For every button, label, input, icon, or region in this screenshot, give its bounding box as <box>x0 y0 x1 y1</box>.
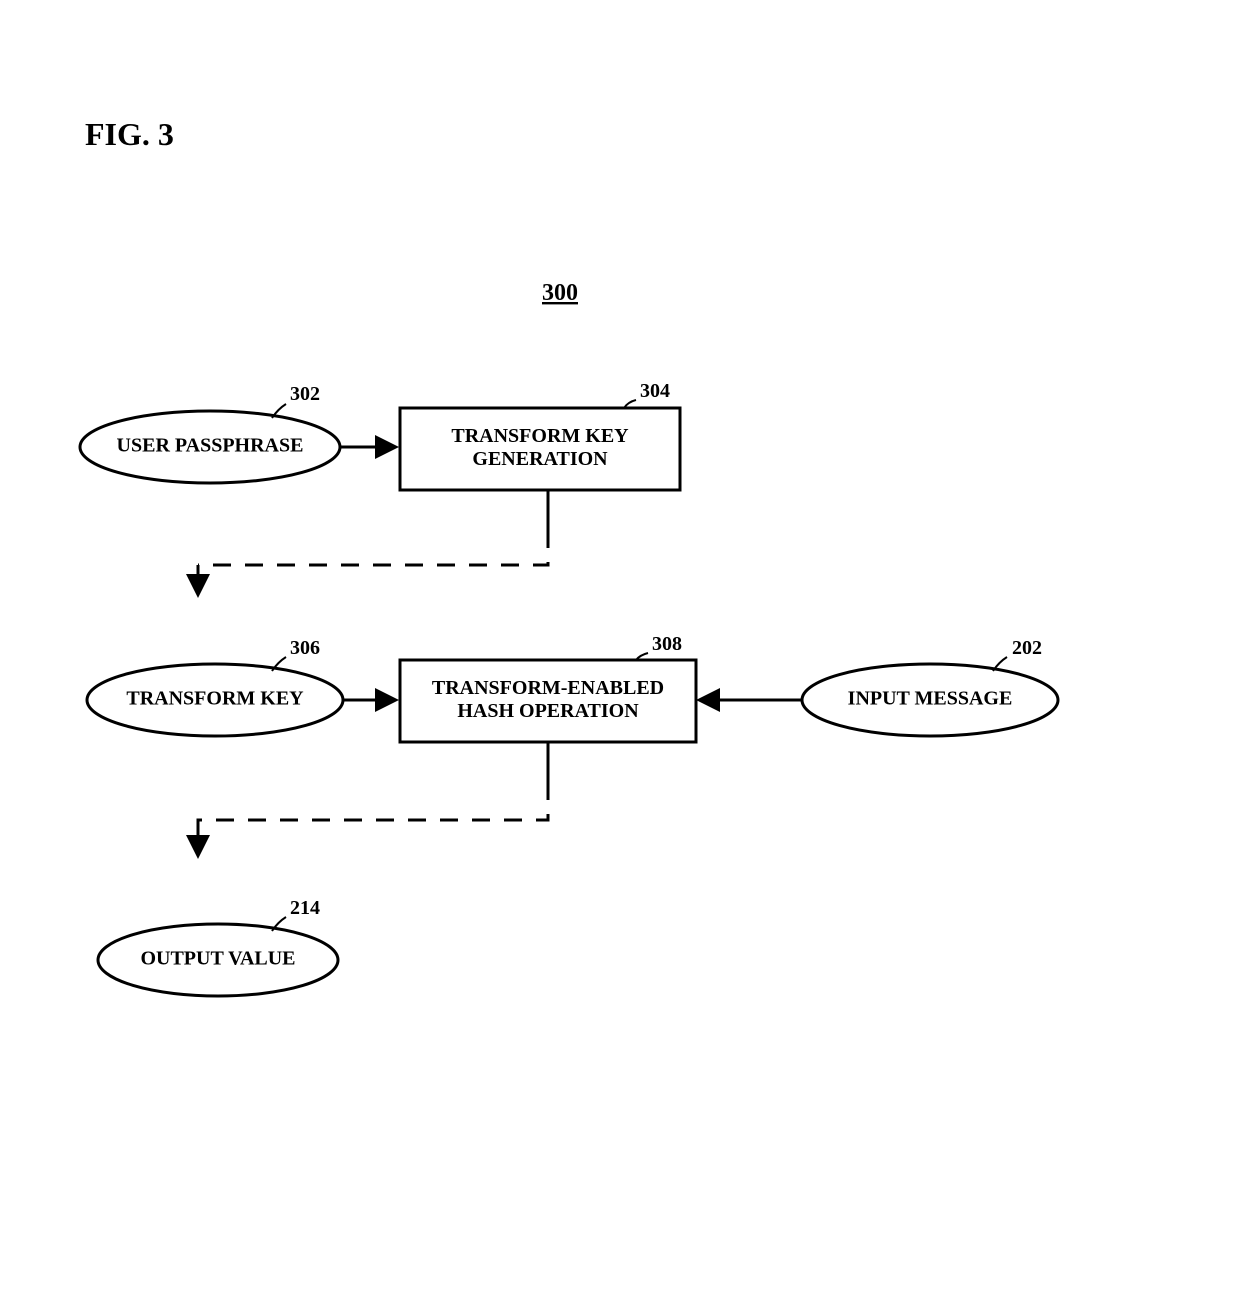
ref-label-308: 308 <box>652 633 682 655</box>
ref-label-214: 214 <box>290 897 320 919</box>
node-hash-op: TRANSFORM-ENABLEDHASH OPERATION <box>400 660 696 742</box>
node-label: TRANSFORM-ENABLED <box>432 677 664 699</box>
node-label: INPUT MESSAGE <box>848 688 1013 710</box>
figure-number: 300 <box>542 280 578 306</box>
node-label: HASH OPERATION <box>457 700 639 722</box>
figure-title: FIG. 3 <box>85 116 174 152</box>
node-transform-key-gen: TRANSFORM KEYGENERATION <box>400 408 680 490</box>
ref-label-302: 302 <box>290 383 320 405</box>
node-label: TRANSFORM KEY <box>126 688 304 710</box>
node-user-passphrase: USER PASSPHRASE <box>80 411 340 483</box>
figure-canvas: FIG. 3 300 USER PASSPHRASETRANSFORM KEYG… <box>0 0 1240 1289</box>
ref-label-202: 202 <box>1012 637 1042 659</box>
edge-e2 <box>198 490 548 594</box>
edge-e5 <box>198 742 548 855</box>
node-label: TRANSFORM KEY <box>451 425 629 447</box>
nodes-layer: USER PASSPHRASETRANSFORM KEYGENERATIONTR… <box>80 408 1058 996</box>
node-label: GENERATION <box>472 448 608 470</box>
node-label: OUTPUT VALUE <box>140 948 295 970</box>
node-label: USER PASSPHRASE <box>117 435 304 457</box>
node-output-value: OUTPUT VALUE <box>98 924 338 996</box>
ref-label-304: 304 <box>640 380 670 402</box>
ref-label-306: 306 <box>290 637 320 659</box>
node-transform-key: TRANSFORM KEY <box>87 664 343 736</box>
node-input-message: INPUT MESSAGE <box>802 664 1058 736</box>
edges-layer <box>198 447 802 855</box>
